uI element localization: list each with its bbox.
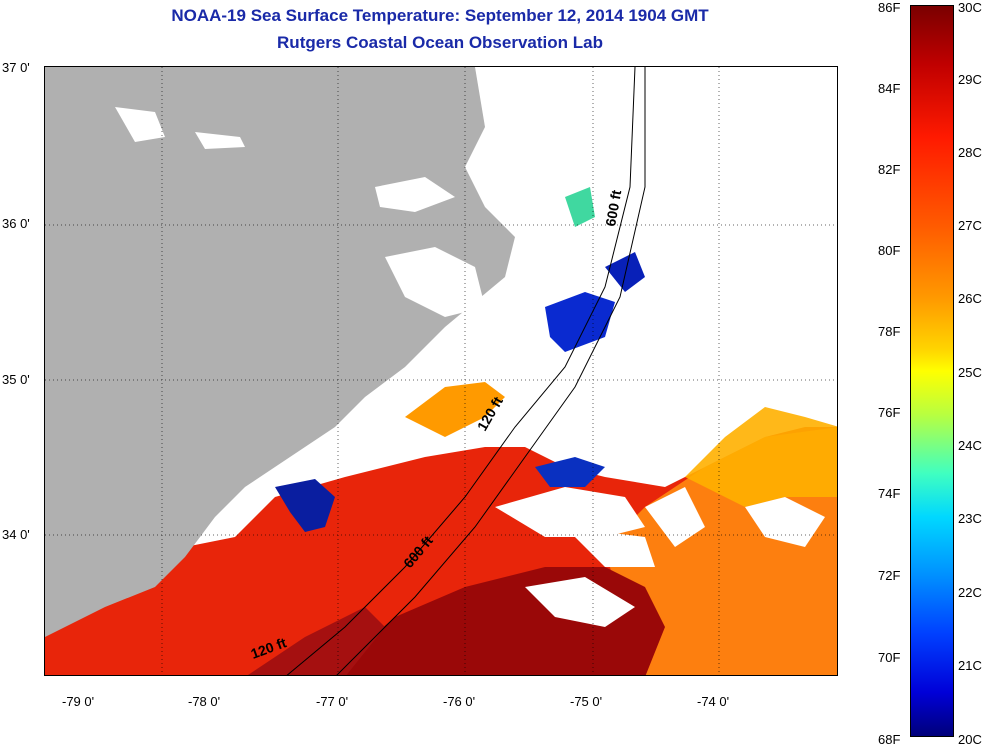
colorbar-c-label: 26C xyxy=(958,291,982,306)
cold-water-patch xyxy=(535,457,605,487)
inland-lake xyxy=(115,107,165,142)
isobath-label: 600 ft xyxy=(602,188,624,227)
cloud-gap xyxy=(645,487,705,547)
cloud-gap xyxy=(565,527,655,567)
colorbar-f-label: 74F xyxy=(878,486,901,501)
colorbar-c-label: 20C xyxy=(958,732,982,747)
cloud-gap xyxy=(495,487,645,537)
cloud-gap xyxy=(525,577,635,627)
lat-label: 35 0' xyxy=(2,372,30,387)
colorbar-c-label: 30C xyxy=(958,0,982,15)
lat-label: 37 0' xyxy=(2,60,30,75)
colorbar-c-label: 25C xyxy=(958,365,982,380)
sst-map: 600 ft 120 ft 600 ft 120 ft xyxy=(44,66,838,676)
colorbar-c-label: 24C xyxy=(958,438,982,453)
cool-water-patch xyxy=(565,187,595,227)
lat-lon-grid xyxy=(45,67,837,675)
cold-water-patch xyxy=(605,252,645,292)
cold-water-patch xyxy=(275,479,335,532)
colorbar-f-label: 82F xyxy=(878,162,901,177)
colorbar-f-label: 72F xyxy=(878,568,901,583)
map-subtitle: Rutgers Coastal Ocean Observation Lab xyxy=(277,33,603,52)
temperature-colorbar xyxy=(910,5,954,737)
colorbar-f-label: 80F xyxy=(878,243,901,258)
colorbar-c-label: 22C xyxy=(958,585,982,600)
colorbar-c-label: 27C xyxy=(958,218,982,233)
colorbar-f-label: 78F xyxy=(878,324,901,339)
pamlico-sound xyxy=(385,247,485,317)
map-title: NOAA-19 Sea Surface Temperature: Septemb… xyxy=(171,6,709,25)
lon-label: -74 0' xyxy=(697,694,730,709)
colorbar-c-label: 23C xyxy=(958,511,982,526)
lon-label: -79 0' xyxy=(62,694,95,709)
coastal-warm-patch xyxy=(405,382,505,437)
albemarle-sound xyxy=(375,177,455,212)
sst-map-canvas: 600 ft 120 ft 600 ft 120 ft xyxy=(45,67,837,675)
cold-water-patch xyxy=(545,292,615,352)
lon-label: -77 0' xyxy=(316,694,349,709)
lon-label: -76 0' xyxy=(443,694,476,709)
lat-label: 36 0' xyxy=(2,216,30,231)
isobath-600ft xyxy=(336,67,646,675)
colorbar-f-label: 84F xyxy=(878,81,901,96)
isobath-120ft xyxy=(286,67,636,675)
colorbar-f-label: 70F xyxy=(878,650,901,665)
lon-label: -75 0' xyxy=(570,694,603,709)
colorbar-c-label: 21C xyxy=(958,658,982,673)
lat-label: 34 0' xyxy=(2,527,30,542)
orange-water-patch xyxy=(685,407,837,507)
colorbar-f-label: 76F xyxy=(878,405,901,420)
colorbar-f-label: 86F xyxy=(878,0,901,15)
inland-lake xyxy=(195,132,245,149)
colorbar-c-label: 28C xyxy=(958,145,982,160)
colorbar-c-label: 29C xyxy=(958,72,982,87)
colorbar-f-label: 68F xyxy=(878,732,901,747)
hot-water-band-2 xyxy=(248,607,385,675)
lon-label: -78 0' xyxy=(188,694,221,709)
